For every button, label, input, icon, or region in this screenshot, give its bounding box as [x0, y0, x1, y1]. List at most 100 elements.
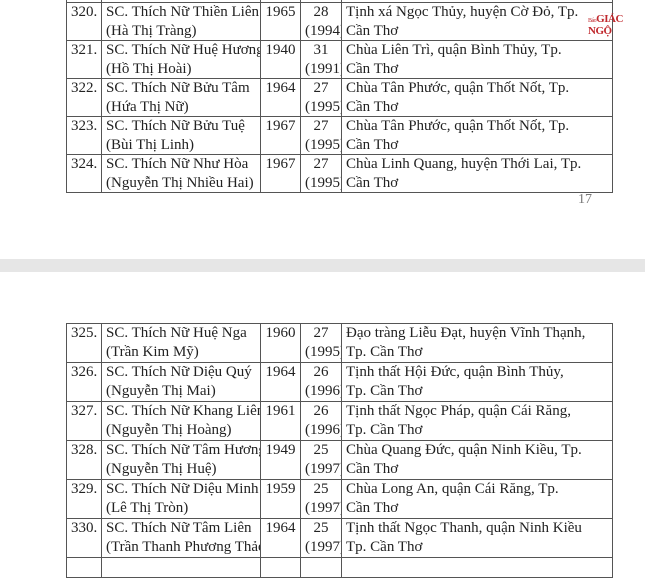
nun-name-cell [101, 557, 261, 578]
ordination-age-line2: (1994) [305, 22, 342, 39]
birth-year: 1967 [265, 118, 296, 134]
residence: Chùa Tân Phước, quận Thốt Nốt, Tp. [346, 118, 570, 134]
ordination-age-line2: (1996) [305, 421, 342, 438]
residence-cell: Tịnh xá Ngọc Thủy, huyện Cờ Đỏ, Tp. Cần T… [341, 2, 613, 41]
row-number: 323. [71, 118, 98, 134]
residence: Chùa Long An, quận Cái Răng, Tp. [346, 481, 559, 497]
row-number: 327. [71, 403, 98, 419]
birth-year-cell: 1964 [260, 518, 301, 558]
table-row: 326. SC. Thích Nữ Diệu Quý (Nguyễn Thị Mai… [66, 362, 613, 402]
ordination-age: 25 [313, 520, 329, 536]
birth-year: 1949 [265, 442, 296, 458]
document-page-18: 325. SC. Thích Nữ Huệ Nga (Trần Kim Mỹ) 196… [0, 272, 645, 578]
nun-name: SC. Thích Nữ Khang Liên [106, 403, 261, 419]
residence: Chùa Linh Quang, huyện Thới Lai, Tp. [346, 156, 582, 172]
ordination-age-line2: (1991) [305, 60, 342, 77]
ordination-age-cell: 27 (1995) [300, 78, 342, 117]
residence: Chùa Quang Đức, quận Ninh Kiều, Tp. [346, 442, 582, 458]
residence: Tịnh xá Ngọc Thủy, huyện Cờ Đỏ, Tp. [346, 4, 579, 20]
birth-year: 1967 [265, 156, 296, 172]
residence-line2: Cần Thơ [346, 460, 399, 477]
nun-name-cell: SC. Thích Nữ Thiền Liên (Hà Thị Tràng) [101, 2, 261, 41]
ordination-age: 27 [313, 156, 329, 172]
row-number-cell: 324. [66, 154, 102, 193]
row-number-cell: 321. [66, 40, 102, 79]
nun-name: SC. Thích Nữ Tâm Hương [106, 442, 261, 458]
nun-name-line2: (Nguyễn Thị Mai) [106, 382, 216, 399]
nun-name: SC. Thích Nữ Bửu Tâm [106, 80, 250, 96]
ordination-age-cell: 25 (1997) [300, 440, 342, 480]
residence-line2: Tp. Cần Thơ [346, 538, 423, 555]
residence-line2: Cần Thơ [346, 174, 399, 191]
residence-cell: Chùa Liên Trì, quận Bình Thủy, Tp. Cần Th… [341, 40, 613, 79]
residence-cell: Chùa Tân Phước, quận Thốt Nốt, Tp. Cần Th… [341, 116, 613, 155]
nun-name-cell: SC. Thích Nữ Như Hòa (Nguyễn Thị Nhiều Ha… [101, 154, 261, 193]
birth-year: 1965 [265, 4, 296, 20]
row-number-cell: 325. [66, 323, 102, 363]
residence: Tịnh thất Ngọc Thanh, quận Ninh Kiều [346, 520, 582, 536]
residence-line2: Tp. Cần Thơ [346, 382, 423, 399]
birth-year-cell: 1965 [260, 2, 301, 41]
ordination-age: 26 [313, 364, 329, 380]
ordination-age: 26 [313, 403, 329, 419]
residence-line2: Cần Thơ [346, 60, 399, 77]
page-separator [0, 259, 645, 272]
residence-cell: Đạo tràng Liễu Đạt, huyện Vĩnh Thạnh, Tp.… [341, 323, 613, 363]
residence-cell: Tịnh thất Hội Đức, quận Bình Thủy, Tp. Cầ… [341, 362, 613, 402]
birth-year: 1964 [265, 364, 296, 380]
ordination-age: 28 [313, 4, 329, 20]
nun-name: SC. Thích Nữ Bửu Tuệ [106, 118, 245, 134]
row-number-cell: 322. [66, 78, 102, 117]
residence: Chùa Tân Phước, quận Thốt Nốt, Tp. [346, 80, 570, 96]
ordination-age-line2: (1997) [305, 499, 342, 516]
row-number-cell: 323. [66, 116, 102, 155]
ordination-age-cell: 27 (1995) [300, 116, 342, 155]
row-number: 324. [71, 156, 98, 172]
residence-line2: Cần Thơ [346, 136, 399, 153]
birth-year-cell: 1967 [260, 116, 301, 155]
ordination-age-line2: (1995) [305, 174, 342, 191]
ordination-age-cell: 28 (1994) [300, 2, 342, 41]
table-row: 323. SC. Thích Nữ Bửu Tuệ (Bùi Thị Linh) 19… [66, 116, 613, 155]
ordination-age-line2: (1996) [305, 382, 342, 399]
birth-year: 1960 [265, 325, 296, 341]
ordination-age-cell [300, 557, 342, 578]
nun-name-line2: (Hà Thị Tràng) [106, 22, 197, 39]
ordination-age-cell: 25 (1997) [300, 518, 342, 558]
residence-cell: Chùa Quang Đức, quận Ninh Kiều, Tp. Cần T… [341, 440, 613, 480]
table-row: 320. SC. Thích Nữ Thiền Liên (Hà Thị Tràng… [66, 2, 613, 41]
row-number: 325. [71, 325, 98, 341]
residence-line2: Cần Thơ [346, 98, 399, 115]
birth-year-cell: 1949 [260, 440, 301, 480]
table-row: 329. SC. Thích Nữ Diệu Minh (Lê Thị Tròn) 1… [66, 479, 613, 519]
ordination-age-line2: (1997) [305, 538, 342, 555]
row-number: 328. [71, 442, 98, 458]
row-number: 326. [71, 364, 98, 380]
residence-cell: Chùa Long An, quận Cái Răng, Tp. Cần Thơ [341, 479, 613, 519]
birth-year-cell: 1940 [260, 40, 301, 79]
ordination-age: 27 [313, 118, 329, 134]
watermark-text: GIÁC NGỘ [588, 13, 623, 37]
birth-year-cell: 1964 [260, 362, 301, 402]
residence-line2: Tp. Cần Thơ [346, 421, 423, 438]
ordination-age-line2: (1995) [305, 98, 342, 115]
residence: Chùa Liên Trì, quận Bình Thủy, Tp. [346, 42, 562, 58]
row-number-cell: 327. [66, 401, 102, 441]
table-row [66, 557, 613, 578]
row-number: 320. [71, 4, 98, 20]
row-number-cell: 330. [66, 518, 102, 558]
watermark-logo: BáoGIÁC NGỘ [588, 13, 645, 37]
row-number: 330. [71, 520, 98, 536]
nun-name-cell: SC. Thích Nữ Diệu Quý (Nguyễn Thị Mai) [101, 362, 261, 402]
nun-name-cell: SC. Thích Nữ Bửu Tâm (Hứa Thị Nữ) [101, 78, 261, 117]
ordination-age-line2: (1995) [305, 343, 342, 360]
ordination-age: 27 [313, 80, 329, 96]
birth-year: 1940 [265, 42, 296, 58]
residence-cell: Tịnh thất Ngọc Pháp, quận Cái Răng, Tp. C… [341, 401, 613, 441]
table-row: 328. SC. Thích Nữ Tâm Hương (Nguyễn Thị Hu… [66, 440, 613, 480]
ordination-age-cell: 26 (1996) [300, 401, 342, 441]
ordination-age: 27 [313, 325, 329, 341]
nun-name-line2: (Nguyễn Thị Nhiều Hai) [106, 174, 254, 191]
residence-line2: Cần Thơ [346, 22, 399, 39]
ordination-age-cell: 27 (1995) [300, 323, 342, 363]
